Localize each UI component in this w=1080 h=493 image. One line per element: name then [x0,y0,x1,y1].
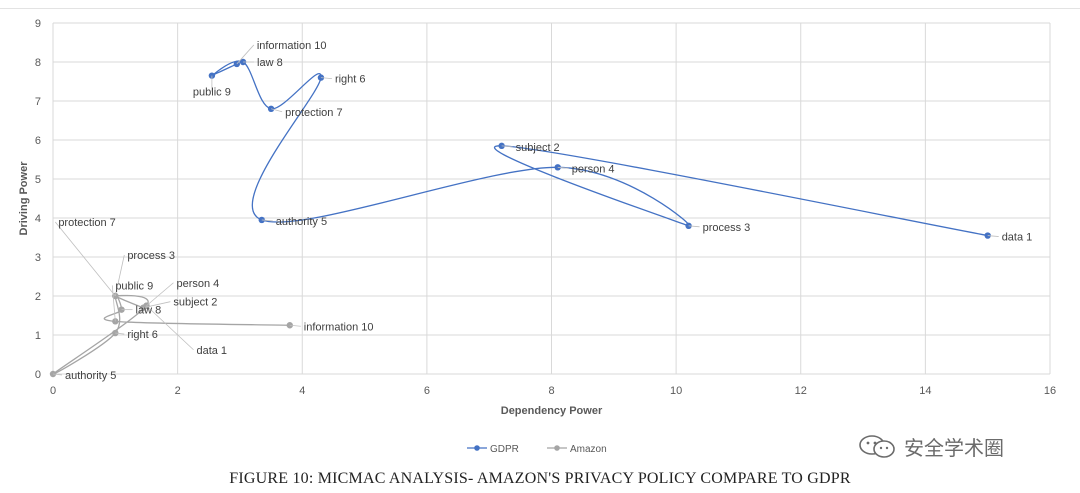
y-tick-label: 4 [35,213,41,225]
x-tick-label: 0 [50,385,56,397]
leader-line [688,225,700,228]
x-tick-label: 12 [795,385,807,397]
data-label-amazon-2: subject 2 [173,297,217,309]
data-label-amazon-10: information 10 [304,321,374,333]
x-tick-label: 4 [299,385,305,397]
watermark: 安全学术圈 [858,432,1004,461]
x-tick-label: 6 [424,385,430,397]
y-tick-label: 9 [35,18,41,30]
leader-line [557,166,569,169]
leader-line [261,219,273,222]
y-tick-label: 8 [35,57,41,69]
series-line-gdpr [211,60,988,237]
leader-line [111,285,116,322]
figure-caption: FIGURE 10: MICMAC ANALYSIS- AMAZON'S PRI… [229,470,851,487]
y-tick-label: 7 [35,96,41,108]
leader-line [146,305,194,351]
data-label-gdpr-1: data 1 [1002,232,1033,244]
data-label-gdpr-5: authority 5 [276,216,327,228]
data-label-amazon-9: public 9 [115,280,153,292]
legend-marker-amazon [554,445,560,451]
data-label-gdpr-8: law 8 [257,57,283,69]
leader-line [289,324,301,327]
x-axis-title: Dependency Power [501,405,603,417]
data-label-amazon-8: law 8 [136,305,162,317]
data-label-amazon-1: data 1 [196,345,227,357]
data-label-gdpr-3: process 3 [703,222,751,234]
data-label-amazon-4: person 4 [176,278,219,290]
top-rule [0,8,1080,9]
watermark-text: 安全学术圈 [904,436,1004,460]
y-tick-label: 1 [35,330,41,342]
x-tick-label: 10 [670,385,682,397]
leader-line [501,145,513,148]
legend: GDPR Amazon [467,444,607,455]
x-tick-label: 16 [1044,385,1056,397]
data-label-gdpr-9: public 9 [193,87,231,99]
leader-line [987,235,999,237]
leader-line [320,77,332,79]
y-tick-label: 2 [35,291,41,303]
data-label-gdpr-10: information 10 [257,40,327,52]
leader-line [236,44,255,65]
data-label-amazon-5: authority 5 [65,370,116,382]
leader-line [146,282,174,307]
point-amazon-10 [286,322,293,329]
data-label-gdpr-7: protection 7 [285,107,342,119]
y-axis-title: Driving Power [18,161,30,236]
leader-line [55,221,116,297]
data-label-amazon-7: protection 7 [58,217,115,229]
point-gdpr-6 [317,74,325,81]
leader-line [270,108,283,113]
leader-line [52,373,63,376]
point-labels: data 1 subject 2 process 3 person 4 authorit… [52,40,1033,382]
grid [52,22,1051,375]
y-tick-label: 6 [35,135,41,147]
y-tick-label: 0 [35,369,41,381]
data-label-gdpr-2: subject 2 [516,142,560,154]
legend-label-amazon: Amazon [570,444,607,455]
data-label-amazon-6: right 6 [127,329,158,341]
data-label-gdpr-4: person 4 [572,163,615,175]
x-tick-label: 8 [548,385,554,397]
x-tick-label: 14 [919,385,931,397]
legend-marker-gdpr [474,445,480,451]
y-tick-label: 5 [35,174,41,186]
legend-label-gdpr: GDPR [490,444,519,455]
wechat-icon [858,434,898,460]
point-gdpr-2 [498,142,505,150]
y-tick-label: 3 [35,252,41,264]
leader-line [115,332,125,335]
x-tick-label: 2 [175,385,181,397]
leader-line [114,254,125,297]
data-label-gdpr-6: right 6 [335,74,366,86]
data-label-amazon-3: process 3 [127,250,175,262]
leader-line [143,301,171,309]
